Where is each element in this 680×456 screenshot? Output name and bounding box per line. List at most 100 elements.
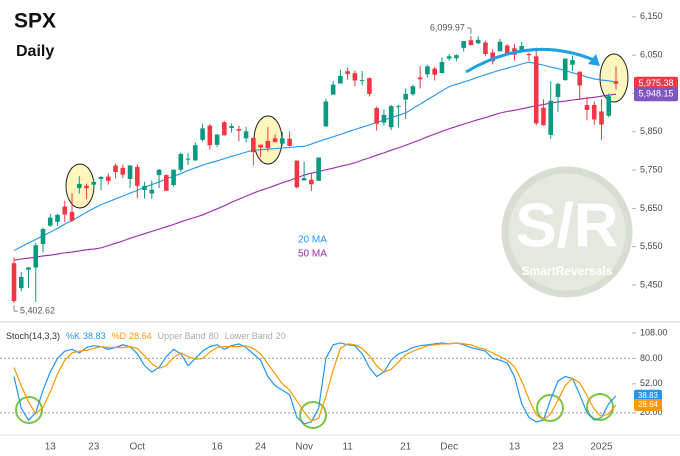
candle-body [280,138,285,144]
x-tick-label: 24 [255,442,267,453]
candle-body [69,211,75,221]
candle-body [200,128,205,140]
candle-body [258,144,263,148]
candle-body [345,71,350,74]
candle-body [461,40,466,48]
moving-average-line [13,61,617,252]
moving-average-line [13,93,617,261]
legend-name: %K [66,331,80,341]
highlight-circle [15,396,43,424]
candle-body [120,167,126,175]
candle-body [91,181,97,185]
candle-body [222,122,227,136]
x-tick-label: 13 [509,442,521,453]
y-tick-label: 6,050 [640,50,663,60]
value-tag [634,399,662,412]
plot: 5,4505,5505,6505,7505,8505,9506,0506,150… [0,11,678,453]
candle-body [62,206,68,215]
value-tag-label: 28.64 [638,400,659,409]
highlight-circle [586,393,614,421]
candle-body [591,104,597,120]
candle-body [468,40,474,46]
candle-body [193,145,198,161]
candle-body [475,39,481,44]
trend-arrow [465,47,600,74]
candle-body [381,114,387,123]
candle-body [446,56,452,59]
candle-body [214,134,220,145]
candle-body [11,263,17,302]
candle-body [570,60,575,65]
highlight-circle [299,401,327,429]
y-tick-label: 6,150 [640,11,663,21]
candle-body [243,131,249,139]
y-tick-label: 20.00 [640,407,663,417]
candle-body [338,75,343,84]
candle-body [287,138,292,146]
chart-title: SPX [14,10,56,33]
candle-body [490,52,495,62]
highlight-circle [536,394,564,422]
candle-body [577,71,583,86]
candle-body [504,45,510,55]
x-tick-label: 11 [342,442,353,453]
annotation-label: 6,099.97 [430,22,465,32]
candle-body [55,214,60,222]
candle-body [374,108,379,124]
legend-name: %D [112,331,127,341]
candle-body [47,217,53,226]
candle-body [367,78,372,94]
y-tick-label: 108.00 [640,327,668,337]
candle-body [533,56,539,124]
candle-body [359,80,365,82]
candle-body [548,100,554,135]
candle-body [497,41,503,52]
series-label: 50 MA [298,249,327,260]
candle-body [76,183,82,189]
price-tag-label: 5,975.38 [638,78,673,88]
value-tag [634,389,662,402]
candle-body [403,93,408,100]
candle-body [207,125,213,146]
legend-name: Lower Band [225,331,273,341]
series-label: 20 MA [298,235,327,246]
watermark-subtitle: SmartReversals [522,264,613,278]
candle-body [613,81,619,84]
candle-body [410,86,416,95]
legend-name: Upper Band [158,331,206,341]
candle-body [425,66,430,75]
watermark-title: S/R [515,191,618,260]
y-tick-label: 5,750 [640,164,663,174]
candle-body [309,179,314,185]
candle-body [26,267,31,270]
candle-body [432,68,437,75]
legend-title: Stoch(14,3,3) [6,331,60,341]
legend-value: 38.83 [83,331,106,341]
candle-body [149,189,155,194]
candle-body [454,55,459,59]
candle-body [185,158,191,160]
candle-body [352,73,358,81]
candle-body [316,157,321,181]
legend-value: 80 [209,331,219,341]
candle-body [98,177,104,179]
y-tick-label: 5,650 [640,203,663,213]
arrow-curve [465,47,595,74]
candle-body [330,84,336,95]
candle-body [113,165,118,173]
candle-body [40,229,46,245]
candle-body [541,107,546,126]
stochastic-legend: Stoch(14,3,3) %K 38.83 %D 28.64 Upper Band 80 L… [6,331,286,341]
x-tick-label: 13 [45,442,57,453]
candle-body [127,165,133,179]
x-tick-label: Oct [130,442,146,453]
candle-body [171,169,176,186]
candle-body [272,138,278,143]
candle-body [439,62,445,74]
candle-body [562,58,568,81]
x-tick-label: 16 [212,442,224,453]
arrow-head [588,54,600,66]
candle-body [251,137,256,153]
candle-body [584,104,590,110]
